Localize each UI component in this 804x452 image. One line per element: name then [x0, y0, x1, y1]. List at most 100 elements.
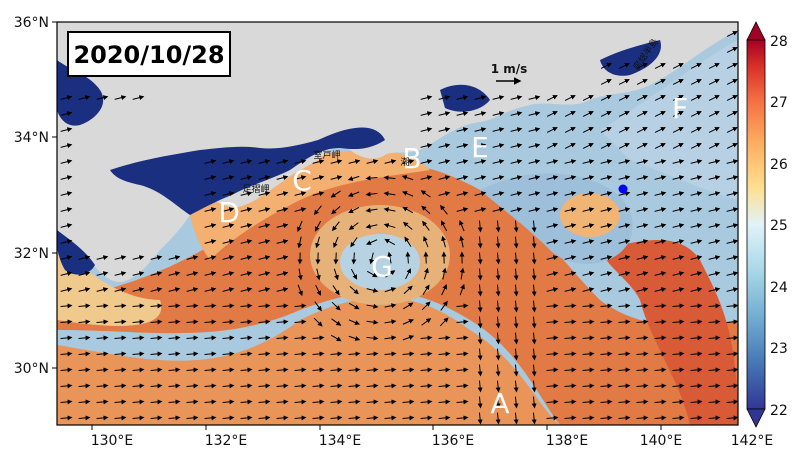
- current-arrow: [672, 415, 685, 421]
- current-arrow: [420, 367, 433, 373]
- current-arrow: [672, 383, 685, 389]
- current-arrow: [383, 223, 396, 229]
- current-arrow: [150, 351, 163, 357]
- current-arrow: [78, 415, 91, 421]
- current-arrow: [349, 286, 359, 295]
- current-arrow: [456, 191, 469, 197]
- current-arrow: [222, 399, 235, 405]
- current-arrow: [405, 268, 411, 280]
- current-arrow: [276, 399, 289, 405]
- current-arrow: [402, 206, 414, 214]
- current-arrow: [618, 383, 631, 389]
- current-arrow: [531, 236, 537, 249]
- current-arrow: [477, 316, 483, 329]
- current-arrow: [456, 319, 469, 325]
- current-arrow: [294, 351, 307, 357]
- current-arrow: [636, 303, 649, 309]
- current-arrow: [276, 239, 289, 245]
- current-arrow: [204, 207, 217, 213]
- latitude-axis: 36°N 34°N 32°N 30°N: [14, 15, 57, 377]
- current-arrow: [60, 207, 73, 213]
- current-arrow: [672, 287, 685, 293]
- current-arrow: [492, 127, 505, 133]
- japan-land: [57, 22, 738, 283]
- current-arrow: [294, 159, 307, 165]
- current-arrow: [672, 63, 684, 69]
- current-arrow: [582, 143, 594, 149]
- current-arrow: [636, 287, 649, 293]
- current-arrow: [690, 63, 702, 69]
- current-arrow: [330, 334, 342, 342]
- current-arrow: [366, 239, 378, 245]
- current-arrow: [672, 143, 684, 149]
- current-arrow: [528, 95, 541, 101]
- current-arrow: [330, 190, 341, 198]
- current-arrow: [618, 207, 631, 213]
- current-arrow: [60, 415, 73, 421]
- current-arrow: [564, 383, 577, 389]
- current-arrow: [672, 271, 685, 277]
- current-arrow: [726, 223, 738, 229]
- current-arrow: [600, 143, 612, 149]
- current-arrow: [564, 159, 577, 165]
- current-arrow: [384, 367, 397, 373]
- colorbar: 28 27 26 25 24 23 22: [746, 21, 788, 428]
- current-arrow: [708, 111, 720, 117]
- current-arrow: [114, 351, 127, 357]
- current-arrow: [459, 235, 465, 248]
- current-arrow: [564, 111, 576, 117]
- current-arrow: [258, 415, 271, 421]
- current-arrow: [672, 319, 685, 325]
- current-arrow: [582, 399, 595, 405]
- current-arrow: [636, 95, 648, 101]
- place-shio: 潮: [400, 156, 409, 168]
- current-arrow: [222, 239, 235, 245]
- current-arrow: [240, 159, 253, 165]
- current-arrow: [459, 283, 465, 296]
- current-arrow: [582, 127, 594, 133]
- current-arrow: [726, 303, 738, 309]
- current-arrow: [420, 351, 433, 357]
- current-arrow: [186, 415, 199, 421]
- current-arrow: [636, 399, 649, 405]
- current-arrow: [420, 399, 433, 405]
- current-arrow: [204, 255, 217, 261]
- current-arrow: [531, 268, 537, 281]
- current-arrow: [513, 348, 519, 361]
- current-arrow: [600, 127, 612, 133]
- current-arrow: [513, 268, 519, 281]
- longitude-axis: 130°E 132°E 134°E 136°E 138°E 140°E 142°…: [91, 425, 774, 449]
- current-arrow: [495, 236, 501, 249]
- current-arrow: [528, 191, 541, 197]
- current-arrow: [168, 287, 181, 293]
- current-arrow: [204, 223, 217, 229]
- current-arrow: [420, 335, 433, 341]
- current-arrow: [276, 335, 289, 341]
- current-arrow: [402, 335, 415, 341]
- current-arrow: [564, 303, 577, 309]
- current-arrow: [636, 191, 649, 197]
- current-arrow: [474, 191, 487, 197]
- current-arrow: [456, 175, 469, 181]
- current-arrow: [96, 271, 109, 277]
- current-arrow: [654, 111, 666, 117]
- current-arrow: [402, 399, 415, 405]
- current-arrow: [348, 383, 361, 389]
- current-arrow: [420, 95, 433, 101]
- current-arrow: [531, 364, 537, 377]
- current-arrow: [240, 207, 253, 213]
- current-arrow: [276, 319, 289, 325]
- current-arrow: [477, 220, 483, 233]
- current-arrow: [312, 367, 325, 373]
- current-arrow: [150, 335, 163, 341]
- current-arrow: [168, 319, 181, 325]
- current-arrow: [204, 415, 217, 421]
- current-arrow: [348, 335, 361, 341]
- lon-tick-142: 142°E: [731, 433, 774, 449]
- current-arrow: [114, 335, 127, 341]
- current-arrow: [474, 111, 487, 117]
- current-arrow: [495, 316, 501, 329]
- current-arrow: [114, 399, 127, 405]
- current-arrow: [96, 255, 109, 261]
- current-arrow: [690, 159, 703, 165]
